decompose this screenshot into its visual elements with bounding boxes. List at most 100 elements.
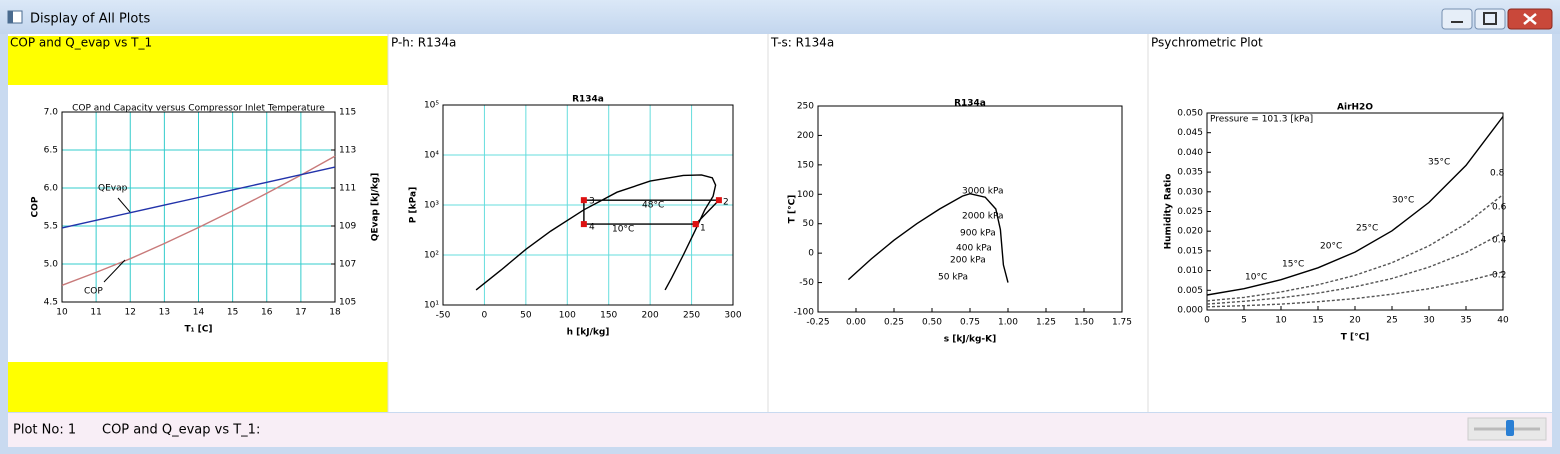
y2-axis-label: QEvap [kJ/kg] [371, 173, 381, 242]
x-tick-label: 150 [600, 311, 617, 321]
annotation: 400 kPa [956, 244, 992, 254]
x-tick-label: 0.50 [922, 318, 942, 328]
x-tick-label: 35 [1460, 316, 1471, 326]
x-tick-label: 15 [227, 308, 238, 318]
annotation: 200 kPa [950, 256, 986, 266]
y-tick-label: 10² [424, 251, 439, 261]
panel-label[interactable]: COP and Q_evap vs T_1 [10, 36, 152, 50]
y-tick-label: 50 [803, 219, 815, 229]
annotation: 900 kPa [960, 229, 996, 239]
annotation: COP [84, 287, 103, 297]
x-tick-label: 10 [1275, 316, 1287, 326]
series-line [1206, 194, 1504, 302]
annotation-arrow [117, 197, 131, 213]
chart-title: AirH2O [1337, 103, 1373, 113]
y-tick-label: 6.0 [44, 184, 59, 194]
panel-highlight [8, 36, 388, 85]
y-tick-label: -50 [799, 278, 814, 288]
y-axis-label: Humidity Ratio [1164, 174, 1174, 250]
x-tick-label: 18 [329, 308, 341, 318]
y-tick-label: 10³ [424, 201, 439, 211]
annotation: 50 kPa [938, 273, 968, 283]
chart-title: R134a [954, 99, 986, 109]
plot-area [8, 34, 1552, 412]
annotation: 48°C [642, 201, 664, 211]
y-tick-label: 0.030 [1177, 187, 1203, 197]
plot-frame [1206, 112, 1504, 311]
y-tick-label: 0.020 [1177, 227, 1203, 237]
annotation: Pressure = 101.3 [kPa] [1210, 115, 1313, 125]
x-tick-label: -0.25 [806, 318, 829, 328]
x-axis-label: s [kJ/kg-K] [944, 335, 996, 345]
x-tick-label: 100 [559, 311, 576, 321]
x-tick-label: 0.75 [960, 318, 980, 328]
y-tick-label: 5.0 [44, 260, 59, 270]
y-tick-label: 10⁵ [424, 101, 439, 111]
slider-thumb[interactable] [1506, 420, 1514, 436]
x-tick-label: 50 [520, 311, 532, 321]
annotation: 2000 kPa [962, 212, 1004, 222]
chart-title: COP and Capacity versus Compressor Inlet… [72, 104, 325, 114]
annotation: 0.2 [1492, 271, 1506, 281]
x-tick-label: 15 [1312, 316, 1323, 326]
panel-label[interactable]: Psychrometric Plot [1151, 36, 1263, 50]
y-axis-label: COP [31, 196, 41, 217]
window-icon-part [8, 11, 13, 23]
y-tick-label: 10⁴ [424, 151, 439, 161]
annotation: 0.4 [1492, 236, 1507, 246]
y2-tick-label: 109 [339, 222, 356, 232]
annotation: QEvap [98, 184, 128, 194]
annotation: 3000 kPa [962, 187, 1004, 197]
y2-tick-label: 105 [339, 298, 356, 308]
series-line [847, 192, 1009, 283]
x-tick-label: 14 [193, 308, 205, 318]
x-tick-label: 20 [1349, 316, 1361, 326]
series-line [61, 155, 336, 286]
y-tick-label: 200 [797, 131, 814, 141]
y2-tick-label: 115 [339, 108, 356, 118]
x-tick-label: 0.25 [884, 318, 904, 328]
y-tick-label: 10¹ [424, 301, 439, 311]
x-tick-label: 17 [295, 308, 306, 318]
x-tick-label: 0 [1204, 316, 1210, 326]
x-tick-label: 13 [159, 308, 170, 318]
annotation-arrow [103, 259, 126, 283]
annotation: 20°C [1320, 242, 1342, 252]
state-point [580, 197, 587, 204]
annotation: 15°C [1282, 260, 1304, 270]
annotation: 0.6 [1492, 203, 1507, 213]
x-tick-label: 0.00 [846, 318, 866, 328]
panel-label[interactable]: T-s: R134a [770, 36, 834, 50]
series-line [1206, 232, 1504, 305]
plot-name: COP and Q_evap vs T_1: [102, 423, 260, 438]
y-tick-label: 100 [797, 190, 814, 200]
x-tick-label: 250 [683, 311, 700, 321]
x-tick-label: 40 [1497, 316, 1509, 326]
x-tick-label: 16 [261, 308, 273, 318]
y-tick-label: 0.025 [1177, 207, 1203, 217]
maximize-button[interactable] [1474, 8, 1506, 30]
x-tick-label: 25 [1386, 316, 1397, 326]
y-tick-label: 0.005 [1177, 286, 1203, 296]
y-tick-label: 0.040 [1177, 148, 1203, 158]
panel-label[interactable]: P-h: R134a [391, 36, 456, 50]
y-tick-label: 0 [808, 249, 814, 259]
x-tick-label: 10 [56, 308, 68, 318]
y-tick-label: 0.010 [1177, 266, 1203, 276]
y-tick-label: 6.5 [44, 146, 58, 156]
y-tick-label: 5.5 [44, 222, 58, 232]
annotation: 1 [700, 224, 706, 234]
panel-highlight [8, 362, 388, 412]
x-tick-label: 1.25 [1036, 318, 1056, 328]
y-axis-label: T [°C] [788, 195, 798, 224]
x-axis-label: T [°C] [1341, 333, 1370, 343]
annotation: 25°C [1356, 224, 1378, 234]
chart-title: R134a [572, 95, 604, 105]
annotation: 30°C [1392, 196, 1414, 206]
y2-tick-label: 113 [339, 146, 356, 156]
minimize-button[interactable] [1441, 8, 1473, 30]
y-tick-label: 0.045 [1177, 128, 1203, 138]
annotation: 10°C [1245, 273, 1267, 283]
annotation: 10°C [612, 225, 634, 235]
